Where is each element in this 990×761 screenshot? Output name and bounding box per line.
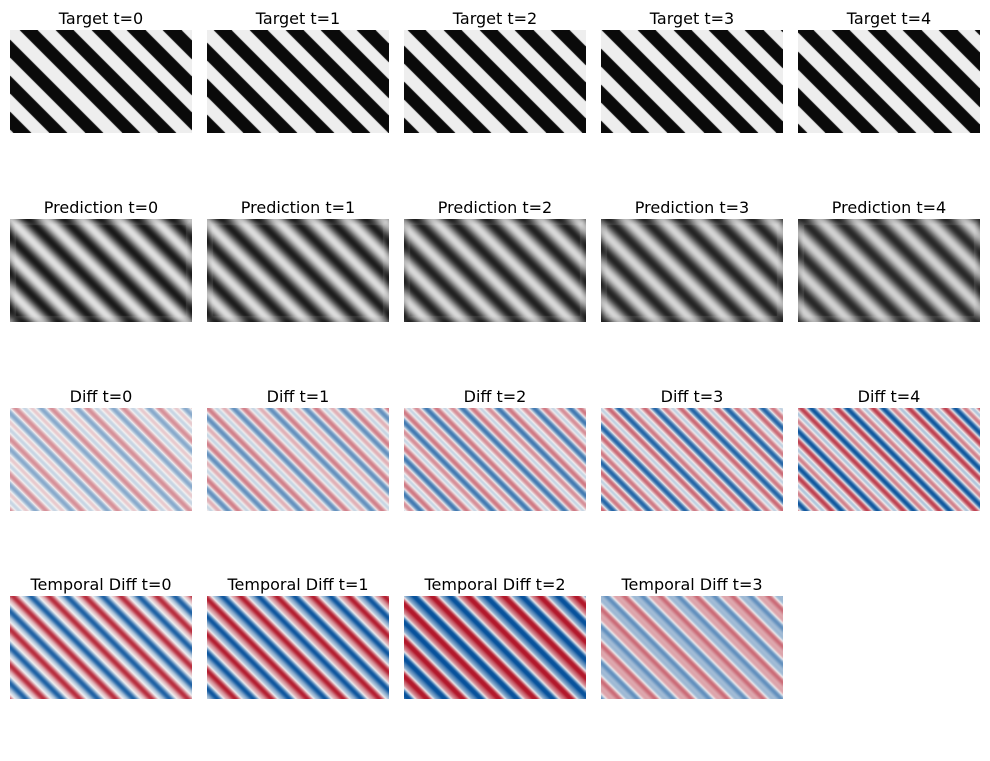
temporal-diff-title-3: Temporal Diff t=3: [621, 575, 763, 594]
prediction-title-1: Prediction t=1: [240, 198, 356, 217]
prediction-title-0: Prediction t=0: [43, 198, 159, 217]
prediction-image-0: [10, 219, 192, 322]
prediction-title-2: Prediction t=2: [437, 198, 553, 217]
diff-title-3: Diff t=3: [660, 387, 724, 406]
target-image-1: [207, 30, 389, 133]
target-title-1: Target t=1: [255, 9, 341, 28]
prediction-title-3: Prediction t=3: [634, 198, 750, 217]
temporal-diff-image-3: [601, 596, 783, 699]
diff-title-2: Diff t=2: [463, 387, 527, 406]
temporal-diff-title-0: Temporal Diff t=0: [30, 575, 172, 594]
target-title-3: Target t=3: [649, 9, 735, 28]
target-title-0: Target t=0: [58, 9, 144, 28]
temporal-diff-title-1: Temporal Diff t=1: [227, 575, 369, 594]
diff-image-3: [601, 408, 783, 511]
temporal-diff-image-0: [10, 596, 192, 699]
diff-title-1: Diff t=1: [266, 387, 330, 406]
temporal-diff-image-2: [404, 596, 586, 699]
temporal-diff-image-1: [207, 596, 389, 699]
prediction-title-4: Prediction t=4: [831, 198, 947, 217]
diff-title-4: Diff t=4: [857, 387, 921, 406]
temporal-diff-title-2: Temporal Diff t=2: [424, 575, 566, 594]
diff-image-2: [404, 408, 586, 511]
diff-image-1: [207, 408, 389, 511]
prediction-image-1: [207, 219, 389, 322]
target-image-2: [404, 30, 586, 133]
target-title-2: Target t=2: [452, 9, 538, 28]
prediction-image-4: [798, 219, 980, 322]
target-image-4: [798, 30, 980, 133]
target-image-0: [10, 30, 192, 133]
diff-title-0: Diff t=0: [69, 387, 133, 406]
target-image-3: [601, 30, 783, 133]
target-title-4: Target t=4: [846, 9, 932, 28]
diff-image-4: [798, 408, 980, 511]
diff-image-0: [10, 408, 192, 511]
prediction-image-3: [601, 219, 783, 322]
prediction-image-2: [404, 219, 586, 322]
